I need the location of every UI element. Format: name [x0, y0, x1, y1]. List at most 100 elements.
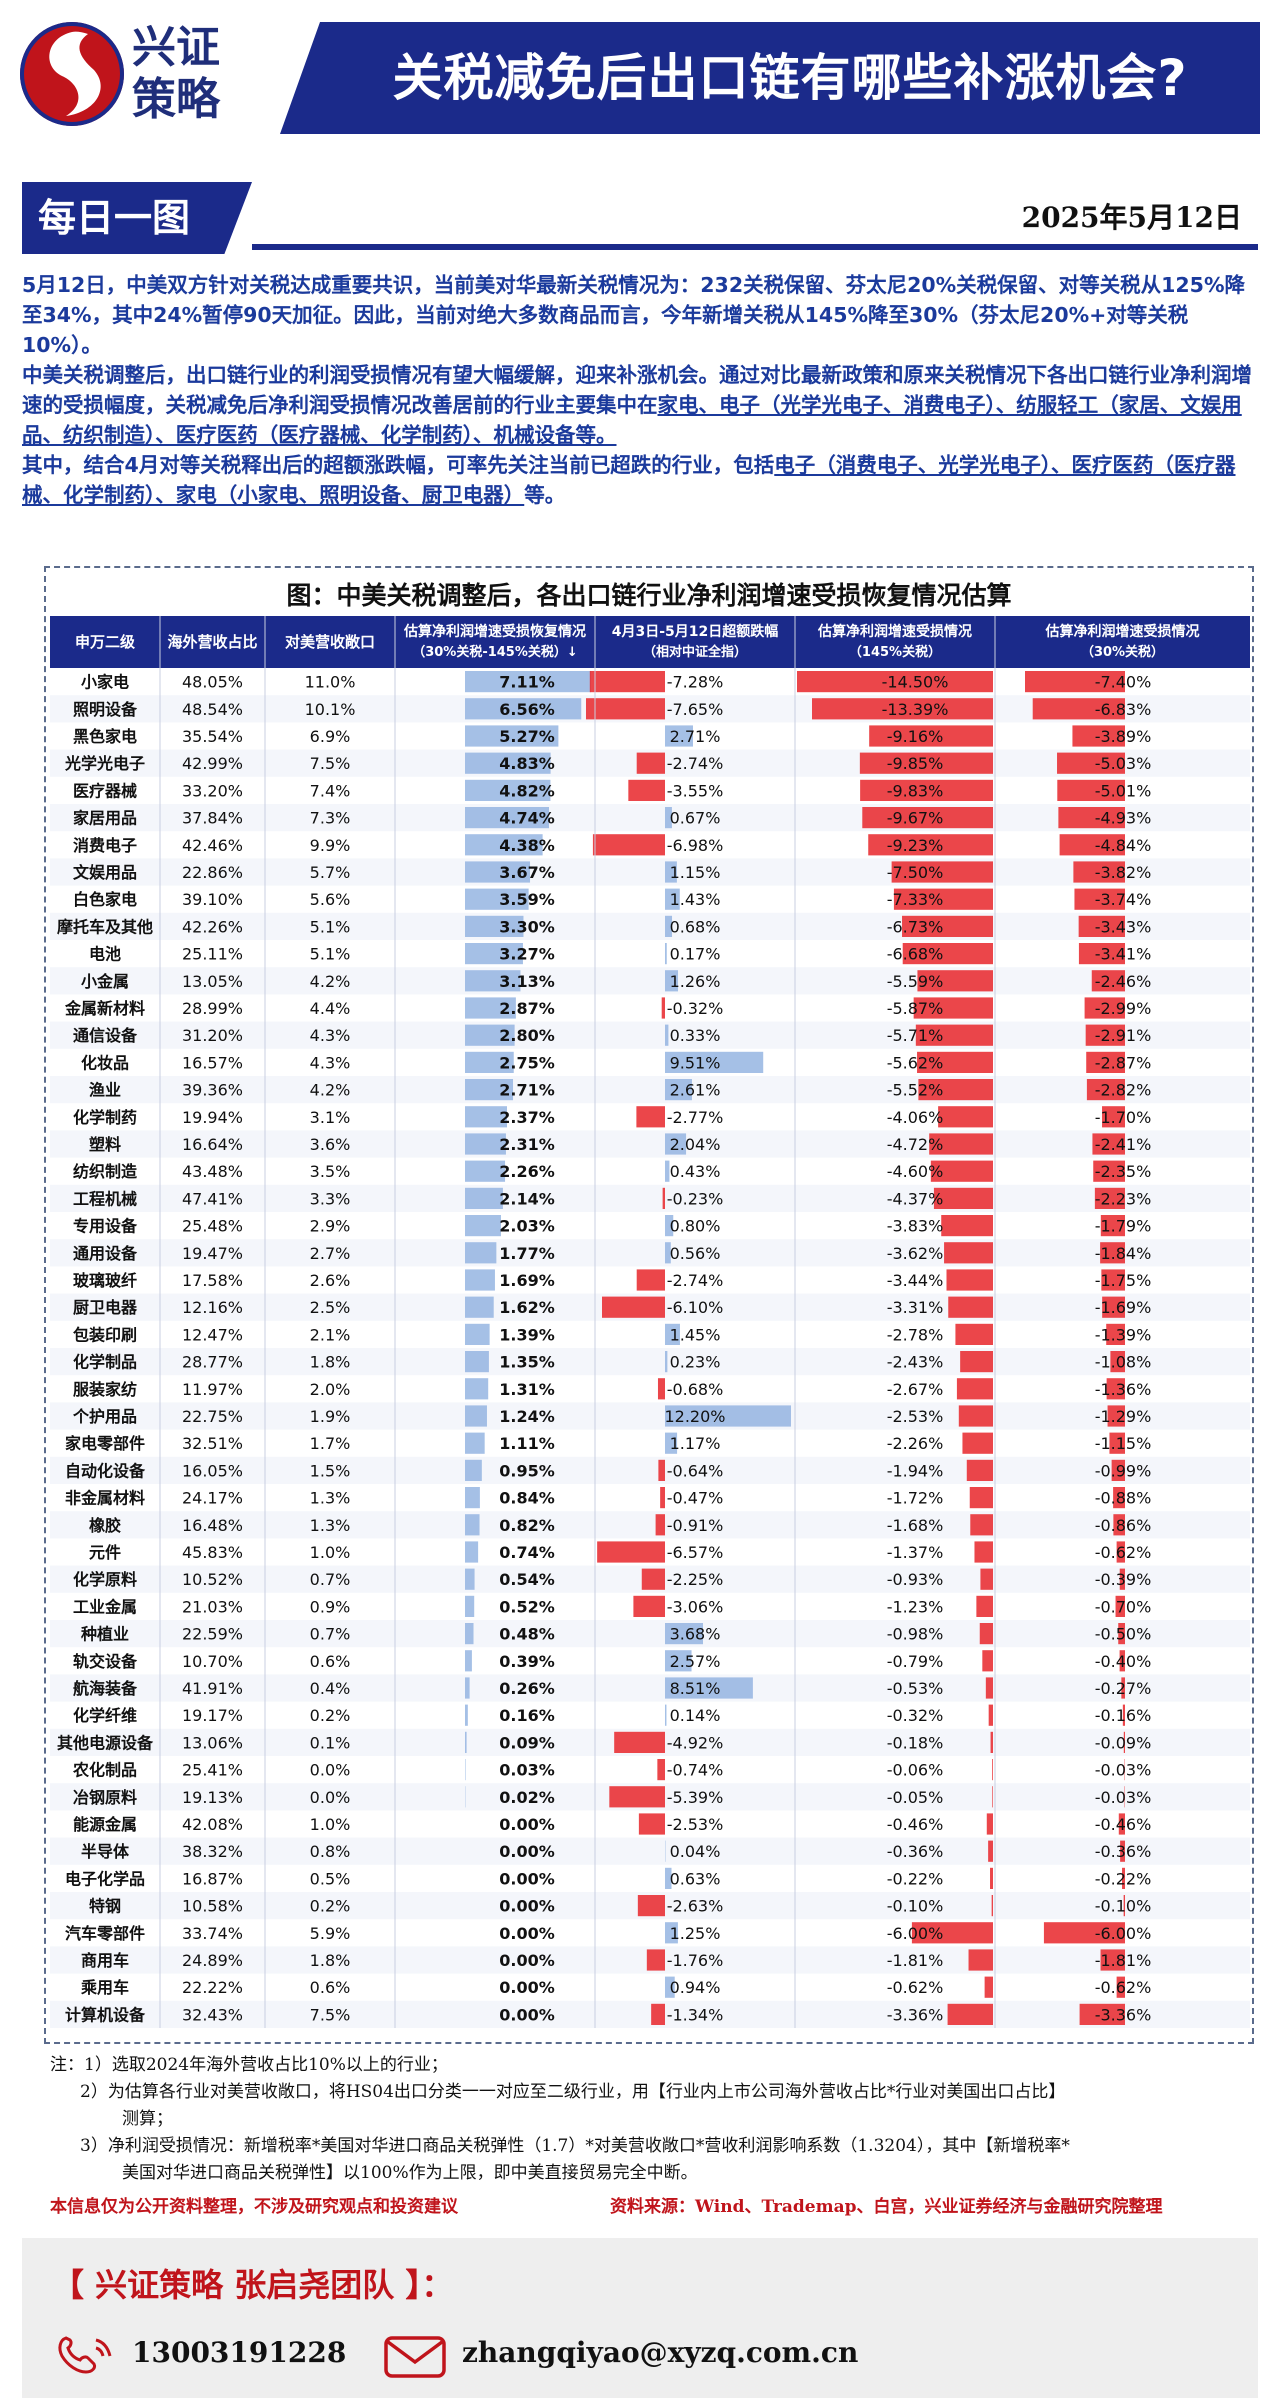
email-address[interactable]: zhangqiyao@xyzq.com.cn	[462, 2336, 859, 2369]
row-overseas-share: 32.51%	[182, 1434, 243, 1453]
row-overseas-share: 13.06%	[182, 1733, 243, 1752]
loss30-bar	[1073, 861, 1125, 883]
row-us-exposure: 3.1%	[310, 1108, 351, 1127]
table-row-bg	[50, 1184, 1250, 1212]
table-row-bg	[50, 858, 1250, 886]
column-header-1: 海外营收占比	[167, 633, 257, 651]
row-excess: 8.51%	[670, 1679, 721, 1698]
row-name: 医疗器械	[73, 781, 137, 800]
intro-p2-a: 中美关税调整后，出口链行业的利润受损情况有望大幅缓解，迎来补涨机会。通过对比最新…	[22, 363, 1252, 417]
row-loss30: -2.41%	[1095, 1135, 1152, 1154]
excess-bar-positive	[665, 943, 667, 965]
row-overseas-share: 28.77%	[182, 1353, 243, 1372]
column-header-0: 申万二级	[75, 633, 136, 651]
table-row-bg	[50, 1076, 1250, 1104]
row-loss145: -4.06%	[887, 1108, 944, 1127]
row-us-exposure: 4.3%	[310, 1026, 351, 1045]
loss145-bar	[917, 1051, 993, 1073]
row-excess: 0.23%	[670, 1353, 721, 1372]
loss145-bar	[992, 1759, 993, 1781]
row-recovery: 0.00%	[499, 1815, 555, 1834]
excess-bar-positive	[665, 1242, 671, 1264]
row-loss145: -1.94%	[887, 1461, 944, 1480]
row-us-exposure: 10.1%	[305, 700, 356, 719]
row-overseas-share: 39.36%	[182, 1081, 243, 1100]
loss30-bar	[1025, 671, 1125, 693]
excess-bar-negative	[614, 1731, 665, 1753]
row-overseas-share: 39.10%	[182, 890, 243, 909]
row-overseas-share: 48.05%	[182, 673, 243, 692]
table-row-bg	[50, 1837, 1250, 1865]
row-name: 化学纤维	[73, 1706, 137, 1725]
row-us-exposure: 1.3%	[310, 1489, 351, 1508]
loss145-bar	[797, 671, 993, 693]
table-row-bg	[50, 2000, 1250, 2028]
row-name: 其他电源设备	[57, 1733, 154, 1752]
loss30-bar	[1118, 1813, 1125, 1835]
row-recovery: 4.74%	[499, 809, 555, 828]
phone-icon	[58, 2336, 112, 2374]
loss30-bar	[1101, 1269, 1125, 1291]
row-name: 化妆品	[81, 1053, 129, 1072]
row-us-exposure: 4.3%	[310, 1053, 351, 1072]
recovery-bar	[465, 1106, 507, 1128]
recovery-bar	[465, 1541, 479, 1563]
row-loss145: -3.36%	[887, 2005, 944, 2024]
row-overseas-share: 22.22%	[182, 1978, 243, 1997]
excess-bar-positive	[665, 807, 672, 829]
column-subheader-5: （145%关税）	[849, 644, 941, 660]
row-us-exposure: 1.5%	[310, 1461, 351, 1480]
phone-number[interactable]: 13003191228	[132, 2336, 347, 2369]
loss145-bar	[860, 779, 993, 801]
row-name: 冶钢原料	[73, 1788, 137, 1807]
loss30-bar	[1078, 915, 1125, 937]
loss145-bar	[902, 915, 993, 937]
loss145-bar	[990, 1731, 993, 1753]
row-name: 非金属材料	[65, 1489, 145, 1508]
excess-bar-positive	[665, 1079, 692, 1101]
row-name: 电池	[89, 945, 121, 964]
row-recovery: 0.09%	[499, 1733, 555, 1752]
row-excess: 12.20%	[664, 1407, 725, 1426]
row-loss30: -5.03%	[1095, 754, 1152, 773]
row-excess: -0.23%	[667, 1189, 724, 1208]
row-overseas-share: 37.84%	[182, 809, 243, 828]
row-loss30: -0.03%	[1095, 1788, 1152, 1807]
row-overseas-share: 25.41%	[182, 1761, 243, 1780]
loss145-bar	[917, 970, 993, 992]
row-loss30: -2.91%	[1095, 1026, 1152, 1045]
row-loss30: -2.23%	[1095, 1189, 1152, 1208]
row-loss145: -0.98%	[887, 1625, 944, 1644]
row-loss145: -2.67%	[887, 1380, 944, 1399]
row-loss145: -7.50%	[887, 863, 944, 882]
table-header-bg	[50, 616, 1250, 668]
row-name: 化学制品	[73, 1353, 137, 1372]
row-loss30: -0.62%	[1095, 1978, 1152, 1997]
row-excess: 0.80%	[670, 1217, 721, 1236]
row-loss145: -1.37%	[887, 1543, 944, 1562]
row-excess: 0.67%	[670, 809, 721, 828]
loss145-bar	[960, 1351, 993, 1373]
row-loss30: -0.27%	[1095, 1679, 1152, 1698]
row-loss30: -6.00%	[1095, 1924, 1152, 1943]
excess-bar-negative	[641, 1568, 665, 1590]
loss145-bar	[915, 1024, 993, 1046]
loss30-bar	[1032, 698, 1125, 720]
excess-bar-negative	[662, 1187, 665, 1209]
data-source: 资料来源：Wind、Trademap、白宫，兴业证券经济与金融研究院整理	[610, 2197, 1163, 2217]
row-recovery: 0.00%	[499, 2005, 555, 2024]
row-loss145: -2.78%	[887, 1325, 944, 1344]
loss30-bar	[1122, 1704, 1125, 1726]
brand-line-1: 兴证	[132, 22, 220, 73]
row-recovery: 3.59%	[499, 890, 555, 909]
recovery-bar	[465, 1133, 506, 1155]
row-overseas-share: 19.94%	[182, 1108, 243, 1127]
row-loss145: -1.68%	[887, 1516, 944, 1535]
row-excess: -6.98%	[667, 836, 724, 855]
loss145-bar	[869, 725, 993, 747]
row-loss145: -9.83%	[887, 781, 944, 800]
row-loss145: -2.43%	[887, 1353, 944, 1372]
footer: 【 兴证策略 张启尧团队 】： 13003191228 zhangqiyao@x…	[22, 2238, 1258, 2398]
row-excess: 1.17%	[670, 1434, 721, 1453]
excess-bar-negative	[651, 2003, 665, 2025]
